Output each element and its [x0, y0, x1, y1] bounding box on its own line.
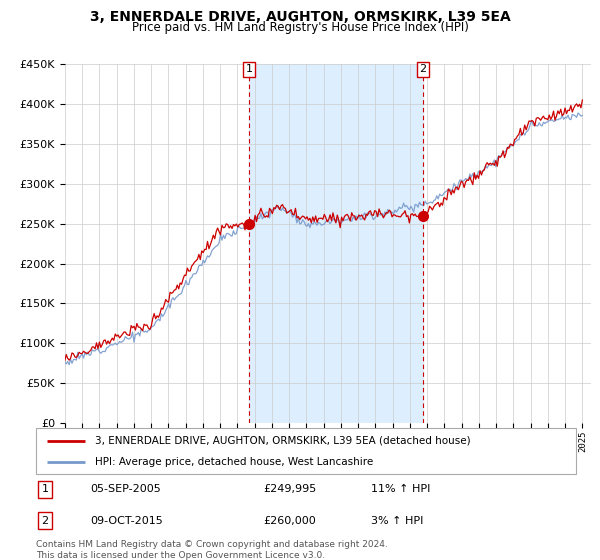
Text: 2: 2: [419, 64, 427, 74]
Text: 1: 1: [245, 64, 253, 74]
Text: 2: 2: [41, 516, 49, 526]
Text: HPI: Average price, detached house, West Lancashire: HPI: Average price, detached house, West…: [95, 457, 374, 467]
Text: 3, ENNERDALE DRIVE, AUGHTON, ORMSKIRK, L39 5EA (detached house): 3, ENNERDALE DRIVE, AUGHTON, ORMSKIRK, L…: [95, 436, 471, 446]
FancyBboxPatch shape: [36, 428, 576, 474]
Text: 3, ENNERDALE DRIVE, AUGHTON, ORMSKIRK, L39 5EA: 3, ENNERDALE DRIVE, AUGHTON, ORMSKIRK, L…: [89, 10, 511, 24]
Text: Contains HM Land Registry data © Crown copyright and database right 2024.
This d: Contains HM Land Registry data © Crown c…: [36, 540, 388, 560]
Bar: [249, 64, 423, 423]
Text: 1: 1: [41, 484, 49, 494]
Text: £249,995: £249,995: [263, 484, 316, 494]
Text: 11% ↑ HPI: 11% ↑ HPI: [371, 484, 430, 494]
Text: Price paid vs. HM Land Registry's House Price Index (HPI): Price paid vs. HM Land Registry's House …: [131, 21, 469, 34]
Text: 05-SEP-2005: 05-SEP-2005: [90, 484, 161, 494]
Text: £260,000: £260,000: [263, 516, 316, 526]
Text: 09-OCT-2015: 09-OCT-2015: [90, 516, 163, 526]
Text: 3% ↑ HPI: 3% ↑ HPI: [371, 516, 423, 526]
